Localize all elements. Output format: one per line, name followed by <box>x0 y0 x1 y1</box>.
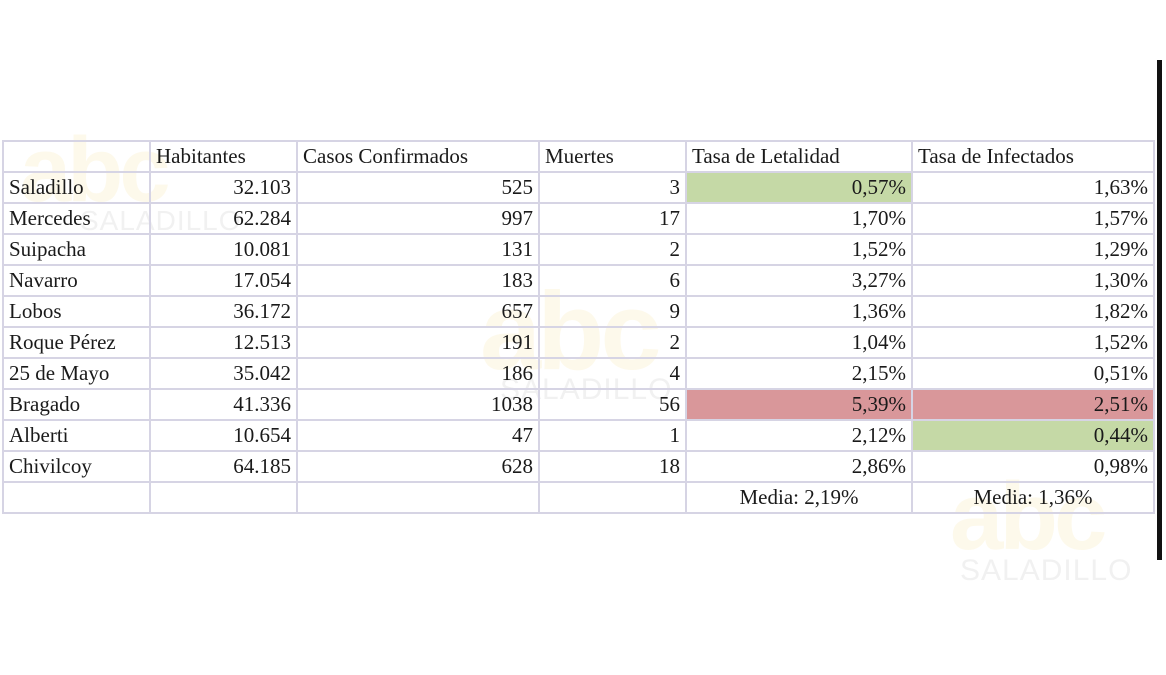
habitantes-cell: 10.654 <box>149 419 298 452</box>
header-muertes: Muertes <box>538 140 687 173</box>
muertes-cell: 6 <box>538 264 687 297</box>
muertes-cell: 4 <box>538 357 687 390</box>
city-cell: Suipacha <box>2 233 151 266</box>
casos-cell: 1038 <box>296 388 540 421</box>
habitantes-cell: 12.513 <box>149 326 298 359</box>
header-casos-confirmados: Casos Confirmados <box>296 140 540 173</box>
habitantes-cell: 17.054 <box>149 264 298 297</box>
covid-stats-table: Habitantes Casos Confirmados Muertes Tas… <box>2 140 1155 514</box>
habitantes-cell: 10.081 <box>149 233 298 266</box>
letalidad-cell: 3,27% <box>685 264 913 297</box>
infectados-cell: 1,30% <box>911 264 1155 297</box>
city-cell: Saladillo <box>2 171 151 204</box>
header-tasa-letalidad: Tasa de Letalidad <box>685 140 913 173</box>
summary-empty-cell <box>296 481 540 514</box>
infectados-cell: 1,63% <box>911 171 1155 204</box>
letalidad-cell-highest: 5,39% <box>685 388 913 421</box>
header-habitantes: Habitantes <box>149 140 298 173</box>
muertes-cell: 2 <box>538 326 687 359</box>
table-row: Alberti 10.654 47 1 2,12% 0,44% <box>2 419 1155 452</box>
table-row: Roque Pérez 12.513 191 2 1,04% 1,52% <box>2 326 1155 359</box>
letalidad-cell: 2,15% <box>685 357 913 390</box>
letalidad-cell: 1,36% <box>685 295 913 328</box>
letalidad-cell: 2,86% <box>685 450 913 483</box>
muertes-cell: 17 <box>538 202 687 235</box>
letalidad-cell: 1,70% <box>685 202 913 235</box>
infectados-cell: 0,51% <box>911 357 1155 390</box>
mean-letalidad-cell: Media: 2,19% <box>685 481 913 514</box>
table-row: Saladillo 32.103 525 3 0,57% 1,63% <box>2 171 1155 204</box>
casos-cell: 525 <box>296 171 540 204</box>
infectados-cell: 1,82% <box>911 295 1155 328</box>
casos-cell: 186 <box>296 357 540 390</box>
letalidad-cell: 1,52% <box>685 233 913 266</box>
muertes-cell: 2 <box>538 233 687 266</box>
table-row: Navarro 17.054 183 6 3,27% 1,30% <box>2 264 1155 297</box>
header-cell-empty <box>2 140 151 173</box>
infectados-cell: 1,29% <box>911 233 1155 266</box>
header-tasa-infectados: Tasa de Infectados <box>911 140 1155 173</box>
city-cell: Navarro <box>2 264 151 297</box>
muertes-cell: 9 <box>538 295 687 328</box>
habitantes-cell: 64.185 <box>149 450 298 483</box>
infectados-cell: 1,57% <box>911 202 1155 235</box>
letalidad-cell-lowest: 0,57% <box>685 171 913 204</box>
muertes-cell: 3 <box>538 171 687 204</box>
city-cell: Roque Pérez <box>2 326 151 359</box>
habitantes-cell: 35.042 <box>149 357 298 390</box>
city-cell: Mercedes <box>2 202 151 235</box>
casos-cell: 131 <box>296 233 540 266</box>
letalidad-cell: 2,12% <box>685 419 913 452</box>
muertes-cell: 1 <box>538 419 687 452</box>
infectados-cell-highest: 2,51% <box>911 388 1155 421</box>
city-cell: 25 de Mayo <box>2 357 151 390</box>
casos-cell: 628 <box>296 450 540 483</box>
muertes-cell: 56 <box>538 388 687 421</box>
letalidad-cell: 1,04% <box>685 326 913 359</box>
table-header-row: Habitantes Casos Confirmados Muertes Tas… <box>2 140 1155 173</box>
habitantes-cell: 41.336 <box>149 388 298 421</box>
casos-cell: 997 <box>296 202 540 235</box>
casos-cell: 191 <box>296 326 540 359</box>
infectados-cell-lowest: 0,44% <box>911 419 1155 452</box>
infectados-cell: 0,98% <box>911 450 1155 483</box>
habitantes-cell: 36.172 <box>149 295 298 328</box>
table-row: Suipacha 10.081 131 2 1,52% 1,29% <box>2 233 1155 266</box>
table-row: 25 de Mayo 35.042 186 4 2,15% 0,51% <box>2 357 1155 390</box>
casos-cell: 183 <box>296 264 540 297</box>
city-cell: Lobos <box>2 295 151 328</box>
city-cell: Alberti <box>2 419 151 452</box>
mean-infectados-cell: Media: 1,36% <box>911 481 1155 514</box>
summary-row: Media: 2,19% Media: 1,36% <box>2 481 1155 514</box>
casos-cell: 657 <box>296 295 540 328</box>
table-row: Chivilcoy 64.185 628 18 2,86% 0,98% <box>2 450 1155 483</box>
infectados-cell: 1,52% <box>911 326 1155 359</box>
summary-empty-cell <box>149 481 298 514</box>
casos-cell: 47 <box>296 419 540 452</box>
habitantes-cell: 32.103 <box>149 171 298 204</box>
image-edge-bar <box>1157 60 1162 560</box>
table-row: Lobos 36.172 657 9 1,36% 1,82% <box>2 295 1155 328</box>
city-cell: Chivilcoy <box>2 450 151 483</box>
watermark-logo-text: SALADILLO <box>960 554 1133 587</box>
table-row: Mercedes 62.284 997 17 1,70% 1,57% <box>2 202 1155 235</box>
muertes-cell: 18 <box>538 450 687 483</box>
summary-empty-cell <box>538 481 687 514</box>
summary-empty-cell <box>2 481 151 514</box>
table-row: Bragado 41.336 1038 56 5,39% 2,51% <box>2 388 1155 421</box>
habitantes-cell: 62.284 <box>149 202 298 235</box>
city-cell: Bragado <box>2 388 151 421</box>
